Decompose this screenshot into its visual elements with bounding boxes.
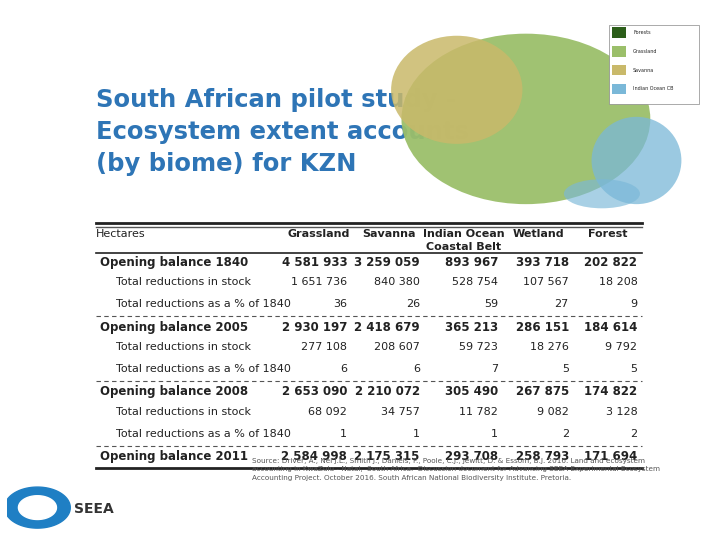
Text: 18 276: 18 276 [530,342,569,352]
Text: Forests: Forests [633,30,651,35]
Text: Total reductions in stock: Total reductions in stock [109,407,251,417]
Text: Total reductions as a % of 1840: Total reductions as a % of 1840 [109,299,291,309]
Ellipse shape [402,33,650,204]
Polygon shape [4,487,71,528]
Text: Savanna: Savanna [361,229,415,239]
Text: 3 128: 3 128 [606,407,637,417]
Text: Total reductions in stock: Total reductions in stock [109,342,251,352]
Text: 5: 5 [631,364,637,374]
Text: 34 757: 34 757 [381,407,420,417]
Text: South African pilot study -: South African pilot study - [96,87,456,112]
Text: Opening balance 2005: Opening balance 2005 [100,321,248,334]
Text: 893 967: 893 967 [444,256,498,269]
Text: 393 718: 393 718 [516,256,569,269]
Bar [612,46,626,57]
Text: 1 651 736: 1 651 736 [291,278,347,287]
Text: 11 782: 11 782 [459,407,498,417]
Text: 286 151: 286 151 [516,321,569,334]
Text: 3 259 059: 3 259 059 [354,256,420,269]
Text: SEEA: SEEA [73,502,114,516]
Text: 26: 26 [405,299,420,309]
Text: 202 822: 202 822 [585,256,637,269]
Text: 258 793: 258 793 [516,450,569,463]
Text: Total reductions as a % of 1840: Total reductions as a % of 1840 [109,364,291,374]
Bar [612,65,626,75]
Text: 59: 59 [484,299,498,309]
Text: 7: 7 [491,364,498,374]
Text: Grassland: Grassland [633,49,657,54]
Text: 1: 1 [491,429,498,438]
Text: (by biome) for KZN: (by biome) for KZN [96,152,356,176]
Text: 2 584 998: 2 584 998 [282,450,347,463]
Text: 840 380: 840 380 [374,278,420,287]
Text: Opening balance 2008: Opening balance 2008 [100,386,248,399]
Text: Savanna: Savanna [633,68,654,72]
Text: 184 614: 184 614 [584,321,637,334]
FancyBboxPatch shape [609,25,698,104]
Text: 1: 1 [341,429,347,438]
Bar [612,84,626,94]
Text: 277 108: 277 108 [301,342,347,352]
Text: 267 875: 267 875 [516,386,569,399]
Text: 305 490: 305 490 [445,386,498,399]
Text: 2 930 197: 2 930 197 [282,321,347,334]
Text: 36: 36 [333,299,347,309]
Text: Grassland: Grassland [287,229,350,239]
Text: Indian Ocean CB: Indian Ocean CB [633,86,673,91]
Text: Ecosystem extent accounts: Ecosystem extent accounts [96,120,469,144]
Text: 171 694: 171 694 [584,450,637,463]
Text: 2 175 315: 2 175 315 [354,450,420,463]
Text: 6: 6 [413,364,420,374]
Ellipse shape [592,117,681,204]
Text: Opening balance 1840: Opening balance 1840 [100,256,248,269]
Text: 5: 5 [562,364,569,374]
Text: Indian Ocean: Indian Ocean [423,229,505,239]
Text: 2 653 090: 2 653 090 [282,386,347,399]
Text: Opening balance 2011: Opening balance 2011 [100,450,248,463]
Text: 107 567: 107 567 [523,278,569,287]
Text: 365 213: 365 213 [445,321,498,334]
Text: 174 822: 174 822 [584,386,637,399]
Ellipse shape [564,179,640,208]
Text: 27: 27 [554,299,569,309]
Text: 9 792: 9 792 [606,342,637,352]
Polygon shape [19,496,56,519]
Text: Wetland: Wetland [513,229,564,239]
Text: 528 754: 528 754 [452,278,498,287]
Text: 59 723: 59 723 [459,342,498,352]
Text: 208 607: 208 607 [374,342,420,352]
Text: 2 210 072: 2 210 072 [355,386,420,399]
Text: Hectares: Hectares [96,229,145,239]
Text: 2: 2 [562,429,569,438]
Text: 18 208: 18 208 [598,278,637,287]
Text: 2: 2 [630,429,637,438]
Bar [612,28,626,38]
Text: 9 082: 9 082 [537,407,569,417]
Text: Total reductions in stock: Total reductions in stock [109,278,251,287]
Text: 4 581 933: 4 581 933 [282,256,347,269]
Text: Forest: Forest [588,229,628,239]
Ellipse shape [391,36,523,144]
Text: 1: 1 [413,429,420,438]
Text: 68 092: 68 092 [308,407,347,417]
Text: 2 418 679: 2 418 679 [354,321,420,334]
Text: Coastal Belt: Coastal Belt [426,241,501,252]
Text: Total reductions as a % of 1840: Total reductions as a % of 1840 [109,429,291,438]
Text: Source: Driver, A., Nel J.L., Smith J., Daniels, F., Poole, C.J., Jewitt, D. & E: Source: Driver, A., Nel J.L., Smith J., … [252,458,660,481]
Text: 9: 9 [630,299,637,309]
Text: 6: 6 [341,364,347,374]
Text: 293 708: 293 708 [445,450,498,463]
